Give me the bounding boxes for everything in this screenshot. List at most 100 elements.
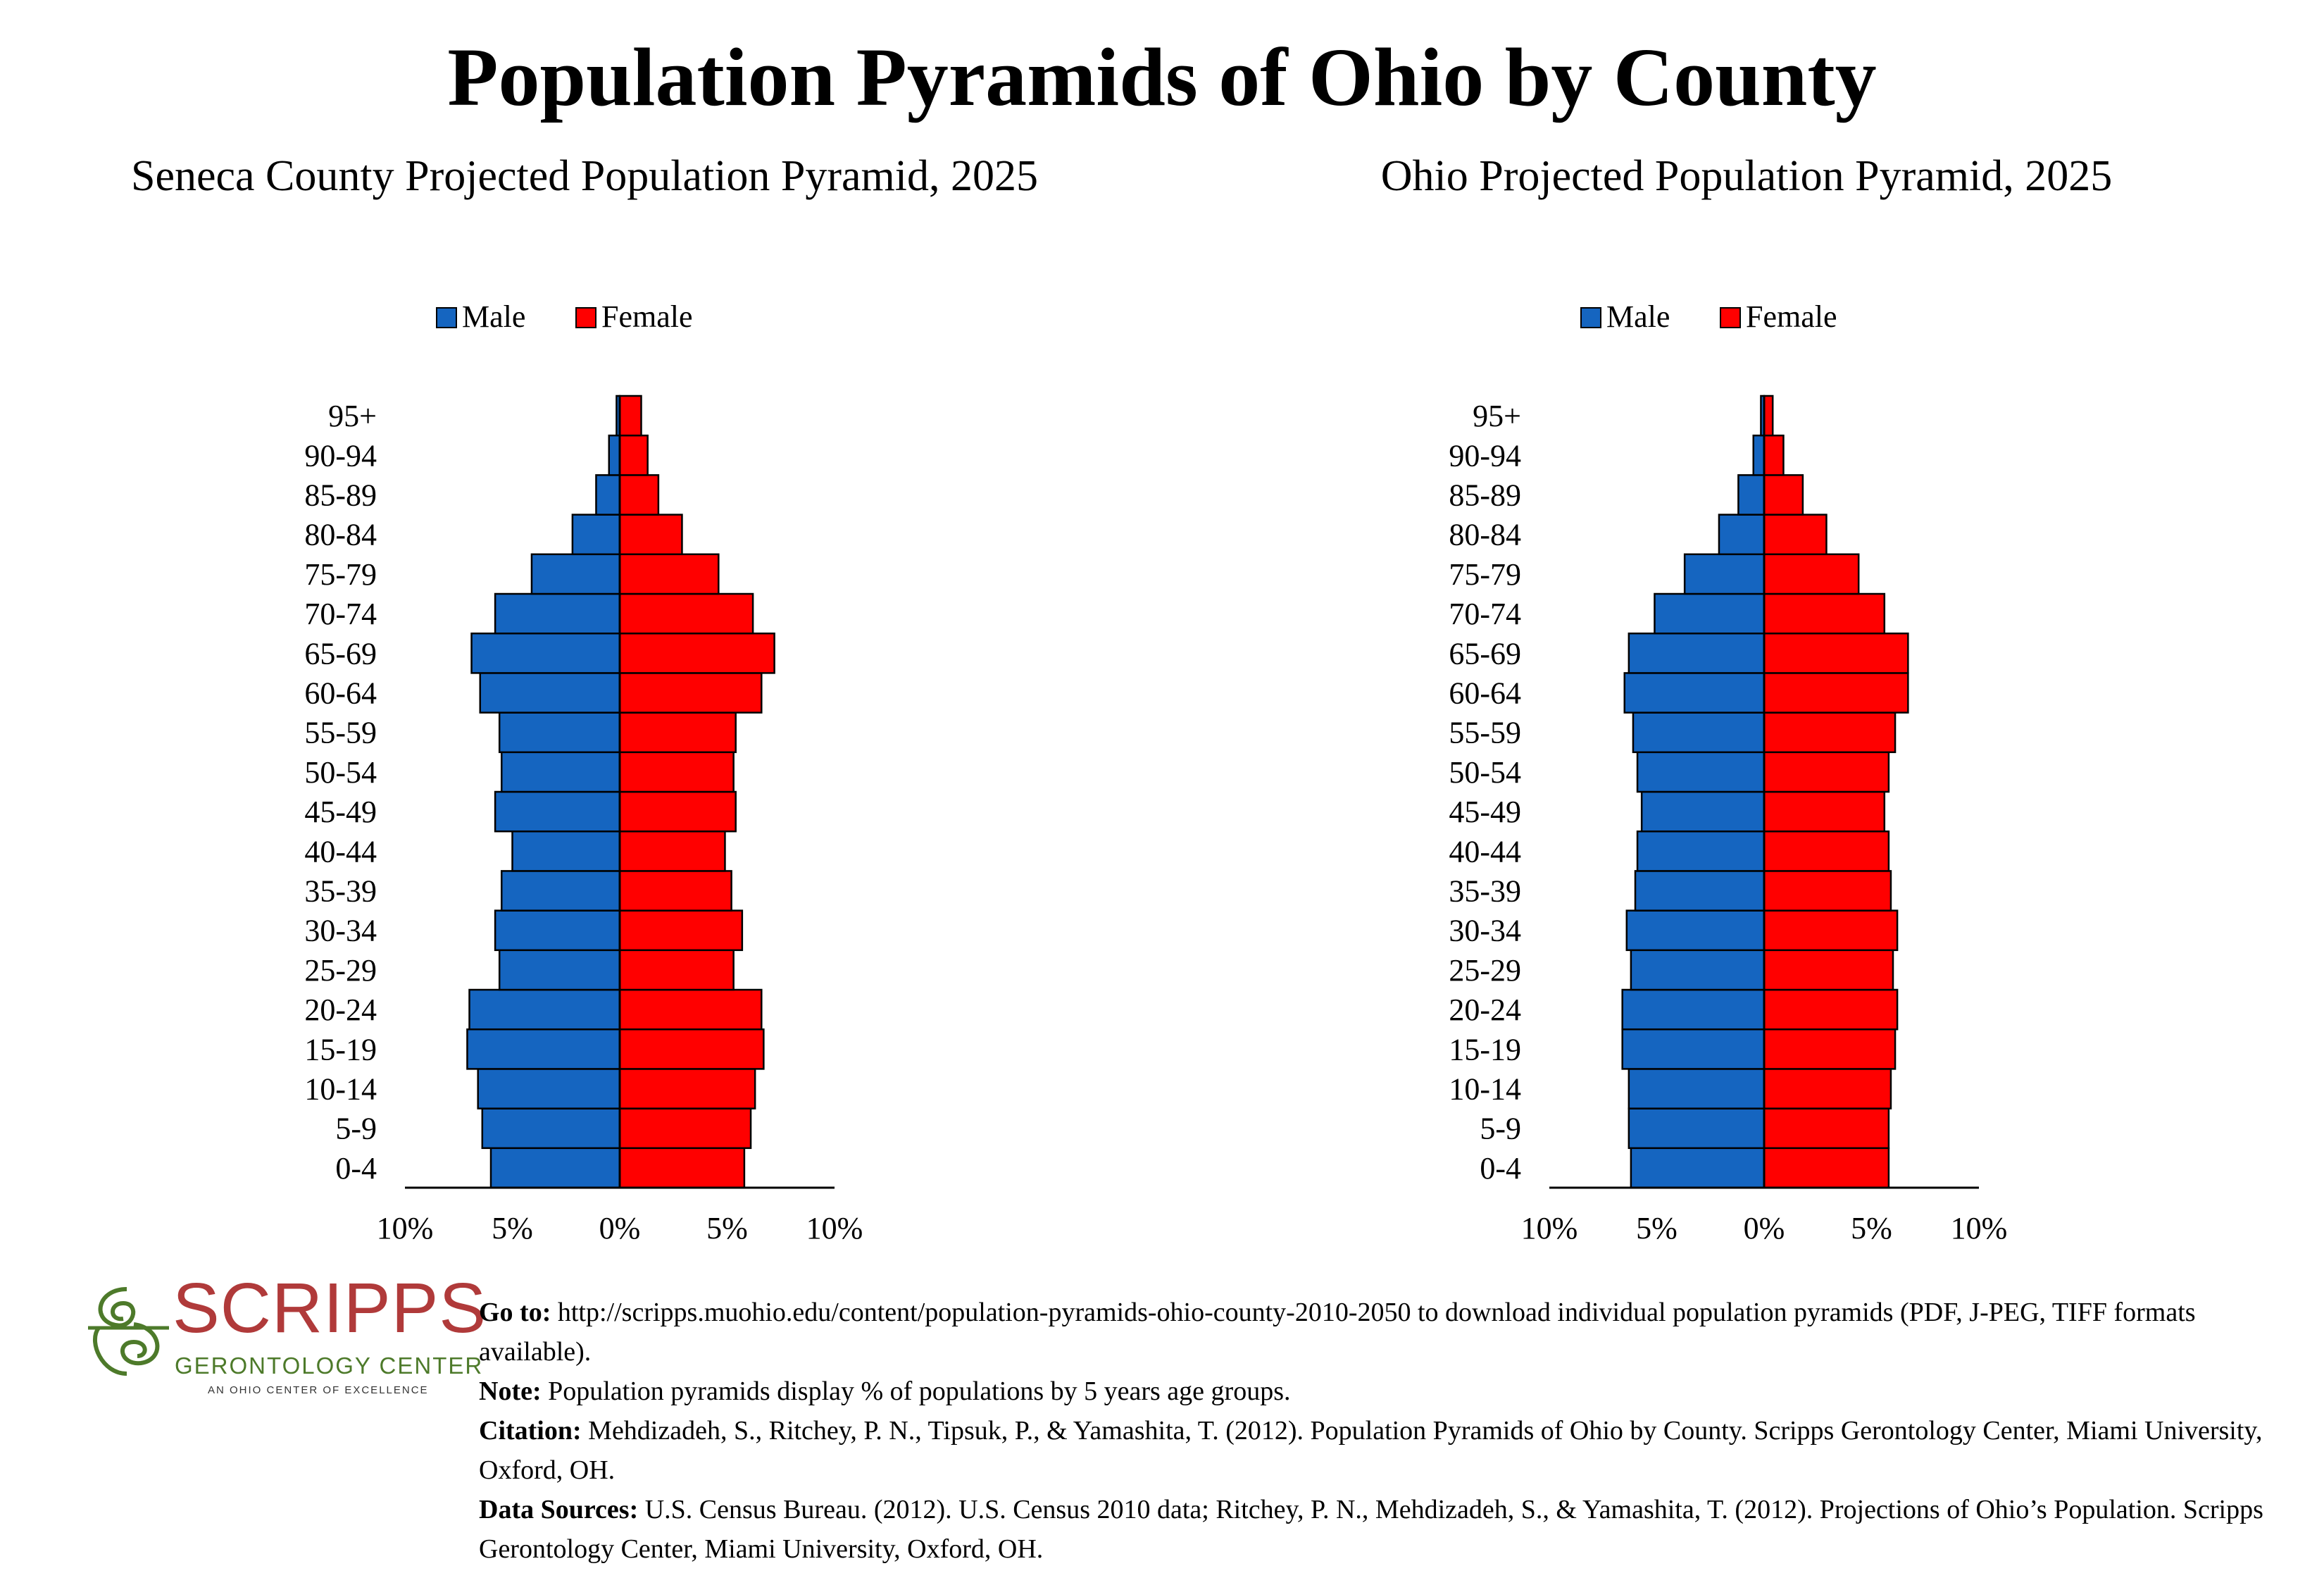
legend-label-female: Female (1746, 299, 1837, 334)
scripps-logo: SCRIPPS GERONTOLOGY CENTER AN OHIO CENTE… (85, 1269, 486, 1402)
legend-label-female: Female (601, 299, 693, 334)
note-text: Population pyramids display % of populat… (541, 1376, 1291, 1406)
y-tick-label: 15-19 (1449, 1032, 1521, 1067)
bar-female-55-59 (1763, 711, 1897, 754)
y-tick-label: 30-34 (304, 914, 377, 948)
bar-female-90-94 (1763, 434, 1785, 476)
bar-female-85-89 (1763, 474, 1804, 516)
bar-female-65-69 (618, 632, 775, 674)
pyramid-chart-ohio: 0-4 5-9 10-14 15-19 20-24 25-29 30-34 35-39 40-4… (1449, 299, 2008, 1245)
y-tick-label: 0-4 (335, 1151, 377, 1186)
y-tick-label: 40-44 (1449, 834, 1521, 869)
y-tick-label: 10-14 (1449, 1072, 1521, 1107)
y-tick-label: 80-84 (304, 518, 377, 552)
bar-female-80-84 (618, 514, 683, 556)
sources-text: U.S. Census Bureau. (2012). U.S. Census … (479, 1495, 2263, 1564)
y-tick-label: 5-9 (335, 1112, 377, 1146)
bar-female-40-44 (1763, 830, 1890, 872)
bar-male-70-74 (1654, 592, 1766, 635)
logo-wordmark: SCRIPPS (173, 1269, 487, 1348)
y-tick-label: 45-49 (1449, 795, 1521, 829)
data-sources: Data Sources: U.S. Census Bureau. (2012)… (479, 1490, 2303, 1569)
x-tick-label: 10% (806, 1211, 863, 1245)
bar-male-85-89 (1737, 474, 1766, 516)
legend-swatch-male (436, 307, 457, 328)
note-label: Note: (479, 1376, 542, 1406)
bar-female-10-14 (618, 1068, 756, 1110)
bar-male-40-44 (511, 830, 621, 872)
bar-female-95+ (1763, 394, 1774, 437)
y-tick-label: 55-59 (304, 716, 377, 750)
bar-male-35-39 (1634, 870, 1766, 912)
bar-male-75-79 (1683, 553, 1766, 595)
x-tick-label: 5% (1851, 1211, 1892, 1245)
y-tick-label: 20-24 (304, 993, 377, 1027)
note: Note: Population pyramids display % of p… (479, 1372, 2303, 1411)
bar-male-45-49 (494, 790, 621, 833)
y-tick-label: 50-54 (1449, 755, 1521, 790)
bar-male-55-59 (1632, 711, 1766, 754)
bar-male-25-29 (1630, 949, 1766, 991)
legend-swatch-male (1580, 307, 1601, 328)
bar-male-60-64 (1623, 672, 1766, 714)
y-tick-label: 60-64 (1449, 676, 1521, 711)
bar-female-35-39 (1763, 870, 1892, 912)
citation-label: Citation: (479, 1416, 582, 1446)
y-tick-label: 45-49 (304, 795, 377, 829)
x-tick-label: 5% (706, 1211, 748, 1245)
logo-swirl-icon (88, 1287, 169, 1376)
bar-male-5-9 (1628, 1107, 1766, 1150)
bar-female-50-54 (1763, 751, 1890, 793)
bar-male-40-44 (1636, 830, 1766, 872)
x-tick-label: 0% (1744, 1211, 1785, 1245)
bar-male-90-94 (1752, 434, 1766, 476)
bar-female-60-64 (1763, 672, 1909, 714)
y-tick-label: 80-84 (1449, 518, 1521, 552)
bar-female-75-79 (1763, 553, 1860, 595)
bar-female-30-34 (1763, 909, 1899, 952)
y-tick-label: 70-74 (1449, 597, 1521, 631)
y-tick-label: 40-44 (304, 834, 377, 869)
y-tick-label: 85-89 (1449, 478, 1521, 513)
y-tick-label: 65-69 (304, 636, 377, 671)
y-tick-label: 25-29 (304, 953, 377, 988)
bar-female-25-29 (618, 949, 735, 991)
bar-female-45-49 (1763, 790, 1886, 833)
y-tick-label: 60-64 (304, 676, 377, 711)
bar-female-80-84 (1763, 514, 1828, 556)
x-tick-label: 0% (599, 1211, 641, 1245)
bar-female-10-14 (1763, 1068, 1892, 1110)
x-tick-label: 10% (1521, 1211, 1578, 1245)
footnotes: Go to: http://scripps.muohio.edu/content… (479, 1293, 2303, 1569)
bar-male-35-39 (501, 870, 621, 912)
goto-text: http://scripps.muohio.edu/content/popula… (479, 1298, 2196, 1367)
bar-female-45-49 (618, 790, 737, 833)
bar-male-15-19 (1621, 1028, 1766, 1070)
y-tick-label: 35-39 (1449, 874, 1521, 909)
y-tick-label: 20-24 (1449, 993, 1521, 1027)
bar-female-70-74 (618, 592, 754, 635)
bar-female-25-29 (1763, 949, 1894, 991)
y-tick-label: 15-19 (304, 1032, 377, 1067)
bar-female-20-24 (1763, 988, 1899, 1031)
citation: Citation: Mehdizadeh, S., Ritchey, P. N.… (479, 1411, 2303, 1490)
y-tick-label: 75-79 (1449, 557, 1521, 592)
bar-female-5-9 (1763, 1107, 1890, 1150)
bar-male-80-84 (1718, 514, 1766, 556)
y-tick-label: 70-74 (304, 597, 377, 631)
y-tick-label: 10-14 (304, 1072, 377, 1107)
bar-male-65-69 (1628, 632, 1766, 674)
y-tick-label: 30-34 (1449, 914, 1521, 948)
x-tick-label: 10% (1951, 1211, 2008, 1245)
bar-male-10-14 (477, 1068, 621, 1110)
bar-female-30-34 (618, 909, 744, 952)
bar-male-45-49 (1640, 790, 1766, 833)
bar-female-0-4 (1763, 1147, 1890, 1189)
y-tick-label: 85-89 (304, 478, 377, 513)
y-tick-label: 5-9 (1480, 1112, 1521, 1146)
bar-male-70-74 (494, 592, 621, 635)
y-tick-label: 25-29 (1449, 953, 1521, 988)
legend-label-male: Male (462, 299, 525, 334)
chart-title-seneca: Seneca County Projected Population Pyram… (130, 152, 1039, 200)
y-tick-label: 95+ (1473, 399, 1521, 433)
